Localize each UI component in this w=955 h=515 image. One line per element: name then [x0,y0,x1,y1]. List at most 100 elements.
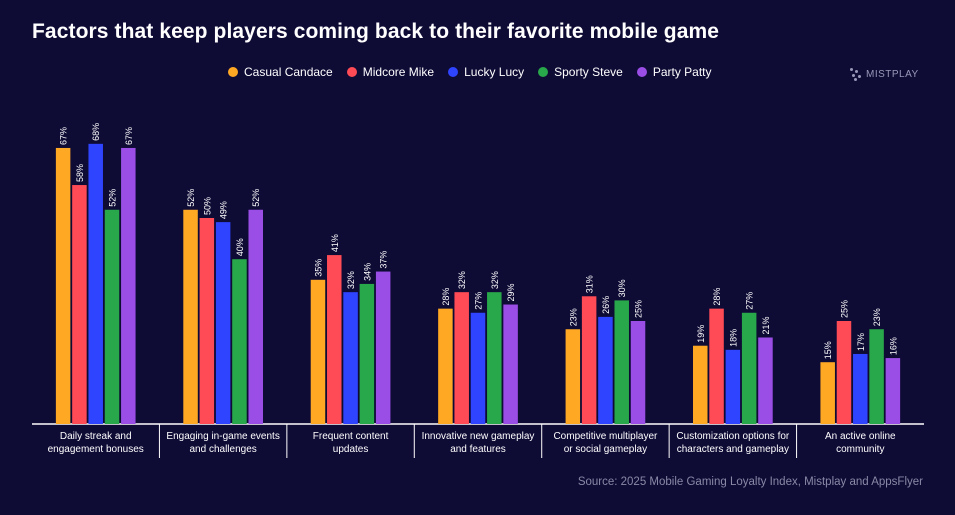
chart-legend: Casual Candace Midcore Mike Lucky Lucy S… [228,65,712,79]
bar [614,300,629,424]
bar [454,292,469,424]
legend-item: Sporty Steve [538,65,623,79]
legend-item: Lucky Lucy [448,65,524,79]
data-label: 68% [91,123,101,141]
data-label: 49% [219,201,229,219]
bar [183,209,198,424]
category-label: community [836,444,884,455]
brand-logo: MISTPLAY [850,68,919,81]
data-label: 32% [346,271,356,289]
data-label: 52% [251,189,261,207]
data-label: 58% [75,164,85,182]
category-label: An active online [825,431,896,442]
bar [709,308,724,424]
data-label: 30% [617,279,627,297]
bar [248,209,263,424]
data-label: 26% [601,296,611,314]
category-label: characters and gameplay [677,444,789,455]
bar [487,292,502,424]
data-label: 35% [313,259,323,277]
bar [310,279,326,424]
legend-label: Midcore Mike [362,65,435,79]
bar [853,353,868,424]
bar [72,185,87,424]
data-label: 32% [490,271,500,289]
data-label: 31% [585,275,595,293]
legend-item: Casual Candace [228,65,333,79]
data-label: 27% [745,292,755,310]
category-label: Engaging in-game events [166,431,279,442]
data-label: 15% [823,341,833,359]
category-label: and features [450,444,506,455]
data-label: 29% [506,284,516,302]
data-label: 28% [712,288,722,306]
category-label: Frequent content [313,431,389,442]
bar [869,329,884,424]
bar [343,292,358,424]
data-label: 50% [202,197,212,215]
bar [359,283,375,424]
legend-swatch [346,67,357,77]
legend-swatch [228,67,238,77]
bar [630,321,646,424]
mistplay-logo-icon [850,68,862,81]
category-label: engagement bonuses [48,444,144,455]
bar [503,304,518,424]
bar [598,316,613,424]
category-label: and challenges [190,444,257,455]
bar [758,337,773,424]
bar [820,362,835,424]
data-label: 16% [888,337,898,355]
legend-item: Party Patty [636,65,712,79]
data-label: 21% [761,316,771,334]
data-label: 28% [441,288,451,306]
data-label: 27% [474,292,484,310]
data-label: 19% [696,325,706,343]
data-label: 23% [568,308,578,326]
data-label: 52% [186,189,196,207]
legend-label: Casual Candace [244,65,333,79]
bar [470,312,486,424]
data-label: 17% [856,333,866,351]
data-label: 23% [872,308,882,326]
bar [375,271,391,424]
legend-label: Lucky Lucy [464,65,525,79]
brand-name: MISTPLAY [866,68,919,80]
data-label: 25% [839,300,849,318]
bar [104,209,120,424]
bar [199,218,215,424]
data-label: 37% [379,251,389,269]
bar [885,358,901,424]
category-label: or social gameplay [564,444,647,455]
legend-label: Party Patty [652,65,712,79]
chart-title: Factors that keep players coming back to… [32,20,720,43]
bar [836,321,852,424]
bar [565,329,581,424]
data-label: 34% [362,263,372,281]
category-label: Competitive multiplayer [553,431,658,442]
bar [215,222,231,424]
data-label: 67% [59,127,69,145]
bar [121,147,136,424]
bar [438,308,453,424]
bar [693,345,708,424]
legend-swatch [448,67,459,77]
data-label: 52% [108,189,118,207]
legend-swatch [636,67,647,77]
category-label: Innovative new gameplay [422,431,535,442]
data-label: 25% [634,300,644,318]
bar [725,349,741,424]
legend-item: Midcore Mike [346,65,435,79]
source-note: Source: 2025 Mobile Gaming Loyalty Index… [577,476,923,488]
data-label: 67% [124,127,134,145]
category-label: Customization options for [676,431,790,442]
bar [327,255,342,424]
legend-label: Sporty Steve [554,65,623,79]
bar [55,147,71,424]
bar [88,143,103,424]
bar [581,296,597,424]
bar [232,259,247,424]
bar [741,312,757,424]
legend-swatch [538,67,549,77]
